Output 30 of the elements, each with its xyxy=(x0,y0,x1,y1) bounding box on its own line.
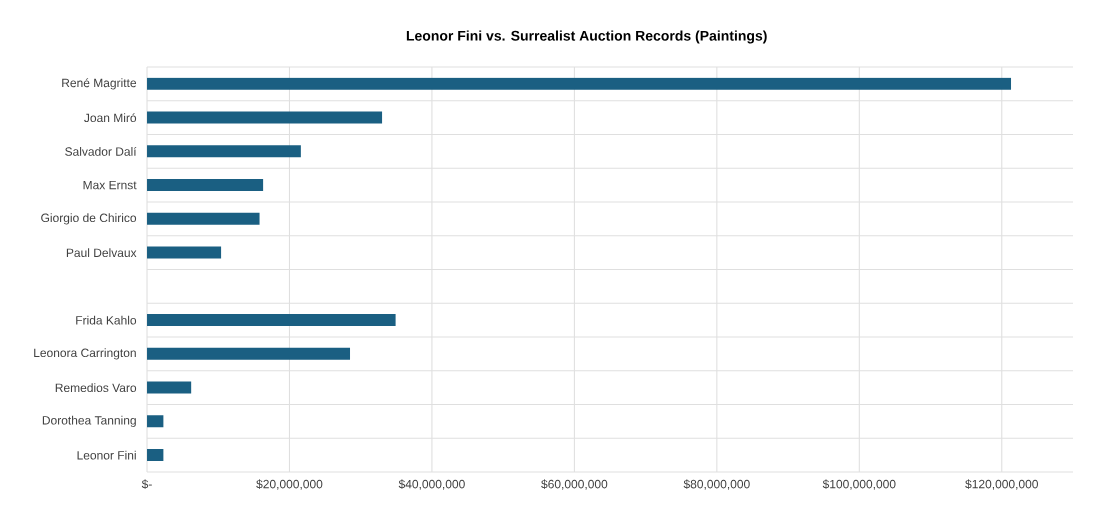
y-tick-label: René Magritte xyxy=(62,78,137,90)
bar xyxy=(147,246,222,259)
bar xyxy=(147,449,164,462)
bar xyxy=(147,77,1012,90)
bar xyxy=(147,145,301,158)
x-tick-label: $- xyxy=(141,479,152,490)
bar xyxy=(147,212,260,225)
bar xyxy=(147,347,351,360)
y-tick-label: Joan Miró xyxy=(84,113,137,123)
x-tick-label: $20,000,000 xyxy=(256,479,323,490)
y-tick-label: Frida Kahlo xyxy=(76,315,137,325)
bar xyxy=(147,179,264,192)
x-tick-label: $100,000,000 xyxy=(822,479,896,490)
bar xyxy=(147,111,383,124)
x-tick-label: $80,000,000 xyxy=(683,479,750,490)
x-tick-label: $120,000,000 xyxy=(965,479,1038,490)
chart-title: Leonor Fini vs. Surrealist Auction Records (Paintings) xyxy=(406,30,767,44)
bar xyxy=(147,314,396,327)
y-tick-label: Salvador Dalí xyxy=(65,146,137,156)
bar xyxy=(147,381,192,394)
y-tick-label: Max Ernst xyxy=(83,180,137,190)
y-tick-label: Leonora Carrington xyxy=(34,348,136,360)
y-tick-label: Giorgio de Chirico xyxy=(41,213,137,225)
y-tick-label: Remedios Varo xyxy=(55,383,137,393)
y-tick-label: Dorothea Tanning xyxy=(42,415,136,427)
x-tick-label: $40,000,000 xyxy=(398,479,465,490)
y-tick-label: Leonor Fini xyxy=(77,450,136,460)
y-tick-label: Paul Delvaux xyxy=(66,248,137,258)
x-tick-label: $60,000,000 xyxy=(541,479,608,490)
bar xyxy=(147,415,164,428)
